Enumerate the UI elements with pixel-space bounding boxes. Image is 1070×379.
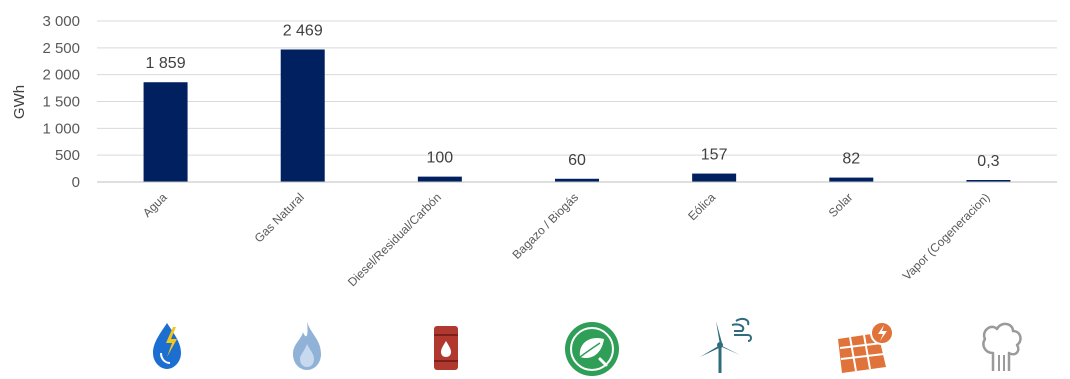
- bar: [143, 82, 188, 182]
- y-axis-label: GWh: [11, 85, 28, 119]
- bar: [829, 177, 874, 182]
- data-label: 1 859: [146, 55, 186, 72]
- gridlines: [97, 20, 1057, 156]
- wind-turbine-icon: [700, 317, 752, 373]
- category-label: Diesel/Residual/Carbón: [345, 190, 444, 289]
- y-tick-label: 1 000: [42, 120, 80, 137]
- bar: [966, 180, 1011, 182]
- category-labels: Agua Gas Natural Diesel/Residual/Carbón Bag…: [140, 190, 993, 289]
- y-tick-label: 500: [55, 147, 80, 164]
- bar: [417, 176, 462, 182]
- data-label: 157: [701, 147, 728, 164]
- data-label: 0,3: [977, 153, 999, 170]
- data-label: 2 469: [283, 22, 323, 39]
- bars: [143, 49, 1011, 182]
- y-tick-label: 2 500: [42, 40, 80, 57]
- y-tick-label: 0: [72, 174, 80, 191]
- solar-panel-icon: [838, 321, 894, 373]
- data-label: 100: [427, 150, 454, 167]
- bar: [555, 178, 599, 182]
- y-tick-label: 2 000: [42, 67, 80, 84]
- biogas-leaf-plug-icon: [565, 322, 619, 376]
- category-label: Vapor (Cogeneracion): [900, 190, 993, 283]
- category-label: Eólica: [685, 190, 718, 223]
- category-label: Bagazo / Biogás: [509, 190, 581, 262]
- category-label: Gas Natural: [252, 190, 307, 245]
- y-tick-label: 1 500: [42, 94, 80, 111]
- data-label: 82: [842, 151, 860, 168]
- gas-flame-icon: [293, 322, 321, 370]
- category-label: Solar: [826, 190, 856, 220]
- data-label: 60: [568, 152, 586, 169]
- water-lightning-icon: [153, 323, 181, 369]
- bar: [692, 173, 737, 182]
- y-axis-ticks: 0 500 1 000 1 500 2 000 2 500 3 000: [42, 13, 80, 191]
- bar: [280, 49, 325, 182]
- steam-cloud-icon: [982, 322, 1022, 371]
- data-labels: 1 859 2 469 100 60 157 82 0,3: [146, 22, 1000, 170]
- category-label: Agua: [140, 190, 170, 220]
- y-tick-label: 3 000: [42, 13, 80, 30]
- oil-barrel-icon: [434, 326, 458, 370]
